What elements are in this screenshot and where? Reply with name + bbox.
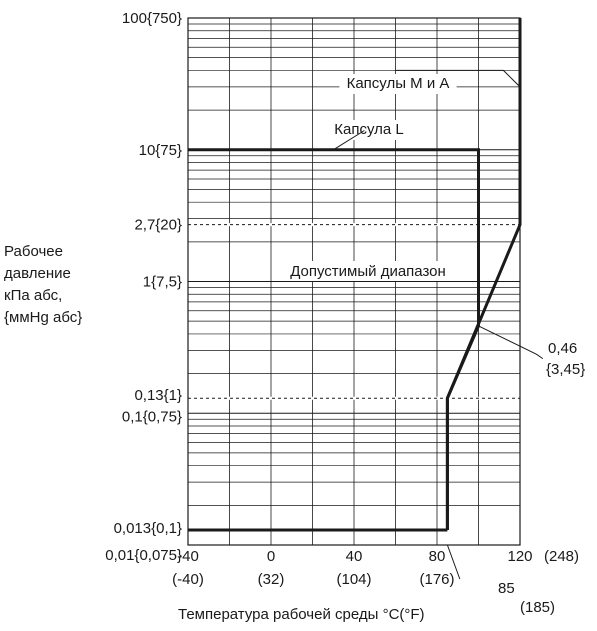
label-background	[327, 120, 411, 140]
x-tick-label: -40	[177, 548, 199, 565]
y-axis-label-line: кПа абс,	[4, 287, 62, 304]
y-tick-label: 1{7,5}	[143, 274, 182, 291]
label-background	[284, 261, 452, 281]
leader-line	[478, 325, 544, 360]
y-axis-label-line: давление	[4, 265, 71, 282]
callout-046: 0,46	[548, 340, 577, 357]
y-tick-label: 2,7{20}	[134, 217, 182, 234]
leader-line	[333, 130, 365, 151]
x-tick-label: 40	[346, 548, 363, 565]
y-axis-label-line: {ммHg абс}	[4, 309, 82, 326]
grid	[188, 18, 520, 545]
x-tick-label-f: (104)	[336, 571, 371, 588]
x-tick-label-f: (32)	[258, 571, 285, 588]
region-label: Допустимый диапазон	[290, 263, 446, 280]
annotations: Капсулы M и A Капсула L Допустимый диапа…	[4, 75, 585, 623]
plot-frame	[187, 17, 521, 546]
y-tick-label: 0,013{0,1}	[114, 520, 182, 537]
leader-line	[446, 544, 461, 580]
x-tick-label: 120	[507, 548, 532, 565]
x-axis-label: Температура рабочей среды °C(°F)	[178, 606, 425, 623]
x-tick-label: 0	[267, 548, 275, 565]
y-tick-label: 100{750}	[122, 10, 182, 27]
series-label-m-a: Капсулы M и A	[347, 75, 450, 92]
x-tick-label-f: (248)	[544, 548, 579, 565]
y-axis-label-line: Рабочее	[4, 243, 63, 260]
tick-labels: 100{750} 10{75} 2,7{20} 1{7,5} 0,13{1} 0,1{0,…	[105, 10, 579, 588]
y-axis-label: Рабочее давление кПа абс, {ммHg абс}	[4, 243, 82, 326]
x-tick-label-f: (176)	[419, 571, 454, 588]
x-tick-label-f: (-40)	[172, 571, 204, 588]
x-tick-label: 80	[429, 548, 446, 565]
series-line-1	[188, 148, 480, 530]
callout-85-f: (185)	[520, 599, 555, 616]
y-tick-label: 0,1{0,75}	[122, 408, 182, 425]
y-tick-label: 0,01{0,075}	[105, 547, 182, 564]
callout-85: 85	[498, 580, 515, 597]
label-background	[339, 74, 457, 94]
callout-046-mm: {3,45}	[546, 361, 585, 378]
y-tick-label: 0,13{1}	[134, 387, 182, 404]
series-label-l: Капсула L	[334, 121, 403, 138]
curves	[188, 18, 544, 580]
y-tick-label: 10{75}	[139, 142, 182, 159]
leader-line	[395, 69, 521, 88]
